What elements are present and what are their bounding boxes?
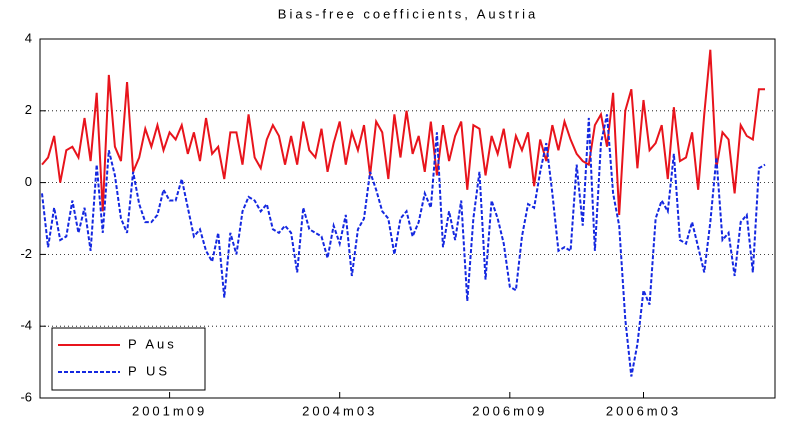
legend-label: P Aus bbox=[128, 336, 177, 351]
y-tick-label: 0 bbox=[25, 174, 32, 189]
y-tick-label: -6 bbox=[20, 389, 32, 404]
x-tick-label: 2004m03 bbox=[302, 403, 377, 418]
y-tick-label: -2 bbox=[20, 246, 32, 261]
x-tick-label: 2006m03 bbox=[606, 403, 681, 418]
y-tick-label: -4 bbox=[20, 318, 32, 333]
y-tick-label: 4 bbox=[25, 30, 32, 45]
line-series bbox=[41, 49, 765, 215]
legend-label: P US bbox=[128, 363, 170, 378]
x-tick-label: 2006m09 bbox=[472, 403, 547, 418]
x-tick-label: 2001m09 bbox=[132, 403, 207, 418]
y-tick-label: 2 bbox=[25, 102, 32, 117]
legend-box bbox=[51, 327, 206, 391]
chart-title: Bias-free coefficients, Austria bbox=[278, 6, 538, 21]
line-series bbox=[41, 114, 766, 377]
plot-frame bbox=[39, 38, 776, 399]
